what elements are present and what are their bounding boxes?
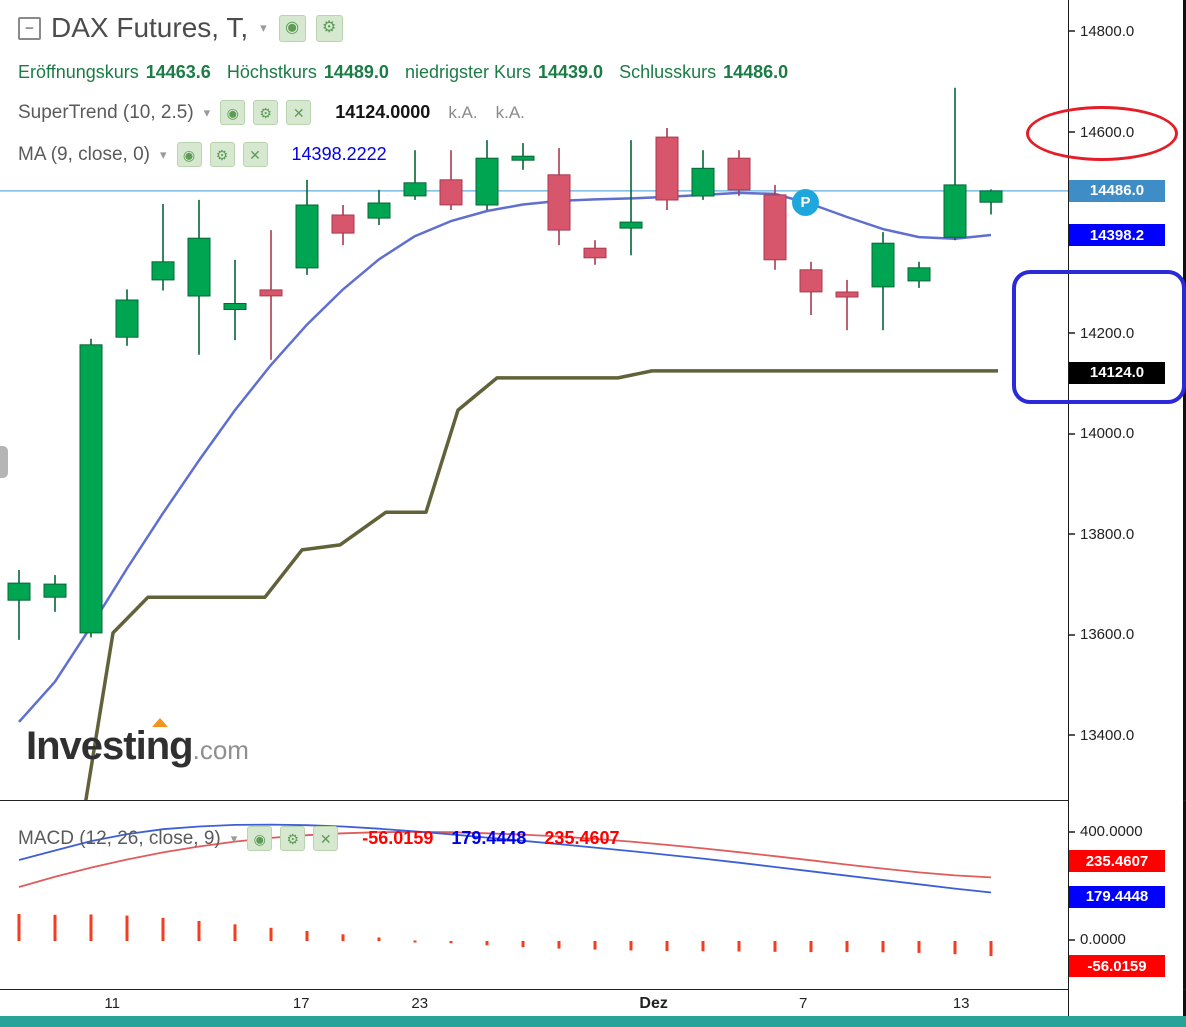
time-axis-label: 7 (798, 995, 808, 1012)
p-event-marker[interactable]: P (792, 189, 819, 216)
logo-accent-icon (152, 718, 168, 727)
chevron-down-icon[interactable]: ▾ (260, 20, 267, 35)
tick-label: 14200.0 (1080, 324, 1135, 342)
macd-label: MACD (12, 26, close, 9) (18, 827, 221, 849)
price-tick: 13800.0 (1069, 526, 1134, 543)
tick-mark (1069, 332, 1075, 335)
tick-label: 13600.0 (1080, 626, 1135, 644)
logo-tld-text: .com (192, 735, 249, 765)
collapse-panel-button[interactable]: − (18, 16, 41, 40)
low-label: niedrigster Kurs (404, 62, 531, 82)
gear-icon-button[interactable]: ⚙ (280, 826, 306, 851)
eye-icon-button[interactable]: ◉ (247, 826, 273, 851)
macd-chart-canvas[interactable] (0, 800, 1068, 990)
axis-price-badge: 14398.2 (1069, 224, 1165, 247)
tick-mark (1069, 30, 1075, 33)
close-icon-button[interactable]: ✕ (286, 100, 312, 125)
axis-border-line (1068, 0, 1069, 1016)
chart-header: − DAX Futures, T, ▾ ◉ ⚙ (18, 12, 343, 44)
price-tick: 13400.0 (1069, 727, 1134, 744)
time-axis[interactable]: 11 17 23 Dez 7 13 (0, 990, 1068, 1016)
gear-icon-button[interactable]: ⚙ (253, 100, 279, 125)
supertrend-na2: k.A. (495, 102, 525, 122)
axis-price-badge: 14486.0 (1069, 179, 1165, 202)
supertrend-line (84, 369, 998, 800)
tick-label: 14800.0 (1080, 22, 1135, 40)
macd-line (18, 823, 992, 894)
tick-mark (1069, 830, 1075, 833)
red-ellipse-annotation (1026, 106, 1178, 161)
eye-icon-button[interactable]: ◉ (220, 100, 246, 125)
price-tick: 14800.0 (1069, 23, 1134, 40)
axis-price-badge: 179.4448 (1069, 885, 1165, 908)
macd-line-value: 179.4448 (451, 828, 527, 848)
tick-label: 0.0000 (1080, 931, 1126, 948)
tick-label: 14000.0 (1080, 425, 1135, 443)
price-tick: 14200.0 (1069, 325, 1134, 342)
macd-signal-value: 235.4607 (544, 828, 620, 848)
macd-histogram (17, 914, 993, 957)
high-label: Höchstkurs (226, 62, 317, 82)
pane-divider[interactable] (0, 800, 1186, 801)
macd-tick: 400.0000 (1069, 823, 1143, 840)
window-right-border (1183, 0, 1186, 1016)
chart-title: DAX Futures, T, (51, 12, 249, 43)
macd-legend: MACD (12, 26, close, 9) ▾ ◉ ⚙ ✕ -56.0159… (18, 826, 620, 851)
tick-label: 400.0000 (1080, 823, 1143, 840)
eye-icon-button[interactable]: ◉ (176, 142, 202, 167)
macd-histogram-value: -56.0159 (362, 828, 434, 848)
chevron-down-icon[interactable]: ▾ (160, 146, 167, 162)
axis-price-badge: 235.4607 (1069, 850, 1165, 873)
time-axis-label: Dez (639, 995, 668, 1012)
close-icon-button[interactable]: ✕ (313, 826, 339, 851)
tick-label: 13800.0 (1080, 525, 1135, 543)
tick-mark (1069, 734, 1075, 737)
ma-line (18, 191, 992, 723)
macd-signal-line (18, 830, 992, 888)
macd-tick: 0.0000 (1069, 931, 1126, 948)
close-icon-button[interactable]: ✕ (242, 142, 268, 167)
tick-mark (1069, 432, 1075, 435)
blue-rect-annotation (1012, 270, 1186, 404)
supertrend-label: SuperTrend (10, 2.5) (18, 101, 194, 123)
low-value: 14439.0 (538, 62, 604, 82)
supertrend-legend: SuperTrend (10, 2.5) ▾ ◉ ⚙ ✕ 14124.0000 … (18, 100, 525, 125)
supertrend-value: 14124.0000 (335, 102, 431, 122)
chevron-down-icon[interactable]: ▾ (203, 104, 211, 120)
ohlc-readout: Eröffnungskurs 14463.6 Höchstkurs 14489.… (18, 62, 804, 83)
toolbar-toggle-handle[interactable] (0, 446, 8, 478)
close-label: Schlusskurs (619, 62, 717, 82)
ma-value: 14398.2222 (291, 144, 387, 164)
bottom-accent-bar (0, 1016, 1186, 1027)
chevron-down-icon[interactable]: ▾ (230, 830, 238, 846)
open-value: 14463.6 (145, 62, 211, 82)
time-axis-label: 13 (952, 995, 970, 1012)
tick-mark (1069, 938, 1075, 941)
time-axis-label: 17 (292, 995, 310, 1012)
axis-price-badge: -56.0159 (1069, 955, 1165, 978)
time-axis-label: 11 (104, 995, 120, 1012)
time-axis-label: 23 (411, 995, 429, 1012)
close-value: 14486.0 (723, 62, 789, 82)
logo-brand-text: Investing (26, 724, 194, 768)
gear-icon-button[interactable]: ⚙ (315, 14, 343, 42)
gear-icon-button[interactable]: ⚙ (209, 142, 235, 167)
candlestick-series (7, 87, 1003, 640)
supertrend-na1: k.A. (448, 102, 478, 122)
high-value: 14489.0 (323, 62, 389, 82)
ma-legend: MA (9, close, 0) ▾ ◉ ⚙ ✕ 14398.2222 (18, 142, 387, 167)
tick-mark (1069, 633, 1075, 636)
tick-mark (1069, 533, 1075, 536)
tick-label: 13400.0 (1080, 726, 1135, 744)
price-tick: 14000.0 (1069, 425, 1134, 442)
ma-label: MA (9, close, 0) (18, 143, 150, 165)
eye-icon-button[interactable]: ◉ (278, 14, 306, 42)
price-tick: 13600.0 (1069, 626, 1134, 643)
open-label: Eröffnungskurs (18, 62, 139, 82)
axis-price-badge: 14124.0 (1069, 361, 1165, 384)
main-chart-canvas[interactable] (0, 0, 1068, 800)
time-axis-border (0, 989, 1186, 990)
investing-watermark: Investing.com (26, 718, 249, 769)
